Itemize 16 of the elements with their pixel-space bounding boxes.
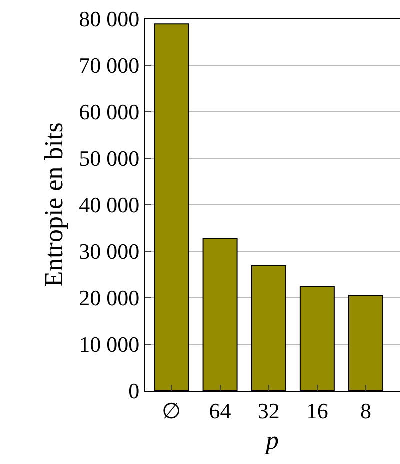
y-tick-label: 30 000 [79, 239, 140, 264]
x-tick-label: 8 [360, 398, 372, 424]
y-axis-title: Entropie en bits [40, 122, 68, 288]
y-tick-label: 60 000 [79, 100, 140, 125]
y-tick-label: 40 000 [79, 192, 140, 218]
y-tick-label: 10 000 [79, 332, 140, 358]
x-axis-title: p [264, 426, 279, 456]
x-tick-label: 64 [209, 398, 232, 424]
x-tick-label: ∅ [162, 398, 182, 424]
y-tick-label: 0 [128, 378, 140, 404]
x-tick-label: 16 [306, 398, 328, 424]
y-tick-label: 50 000 [79, 146, 140, 172]
x-tick-label: 32 [258, 398, 280, 424]
y-tick-label: 80 000 [79, 6, 140, 32]
y-tick-label: 20 000 [79, 286, 140, 311]
y-tick-label: 70 000 [79, 53, 140, 78]
